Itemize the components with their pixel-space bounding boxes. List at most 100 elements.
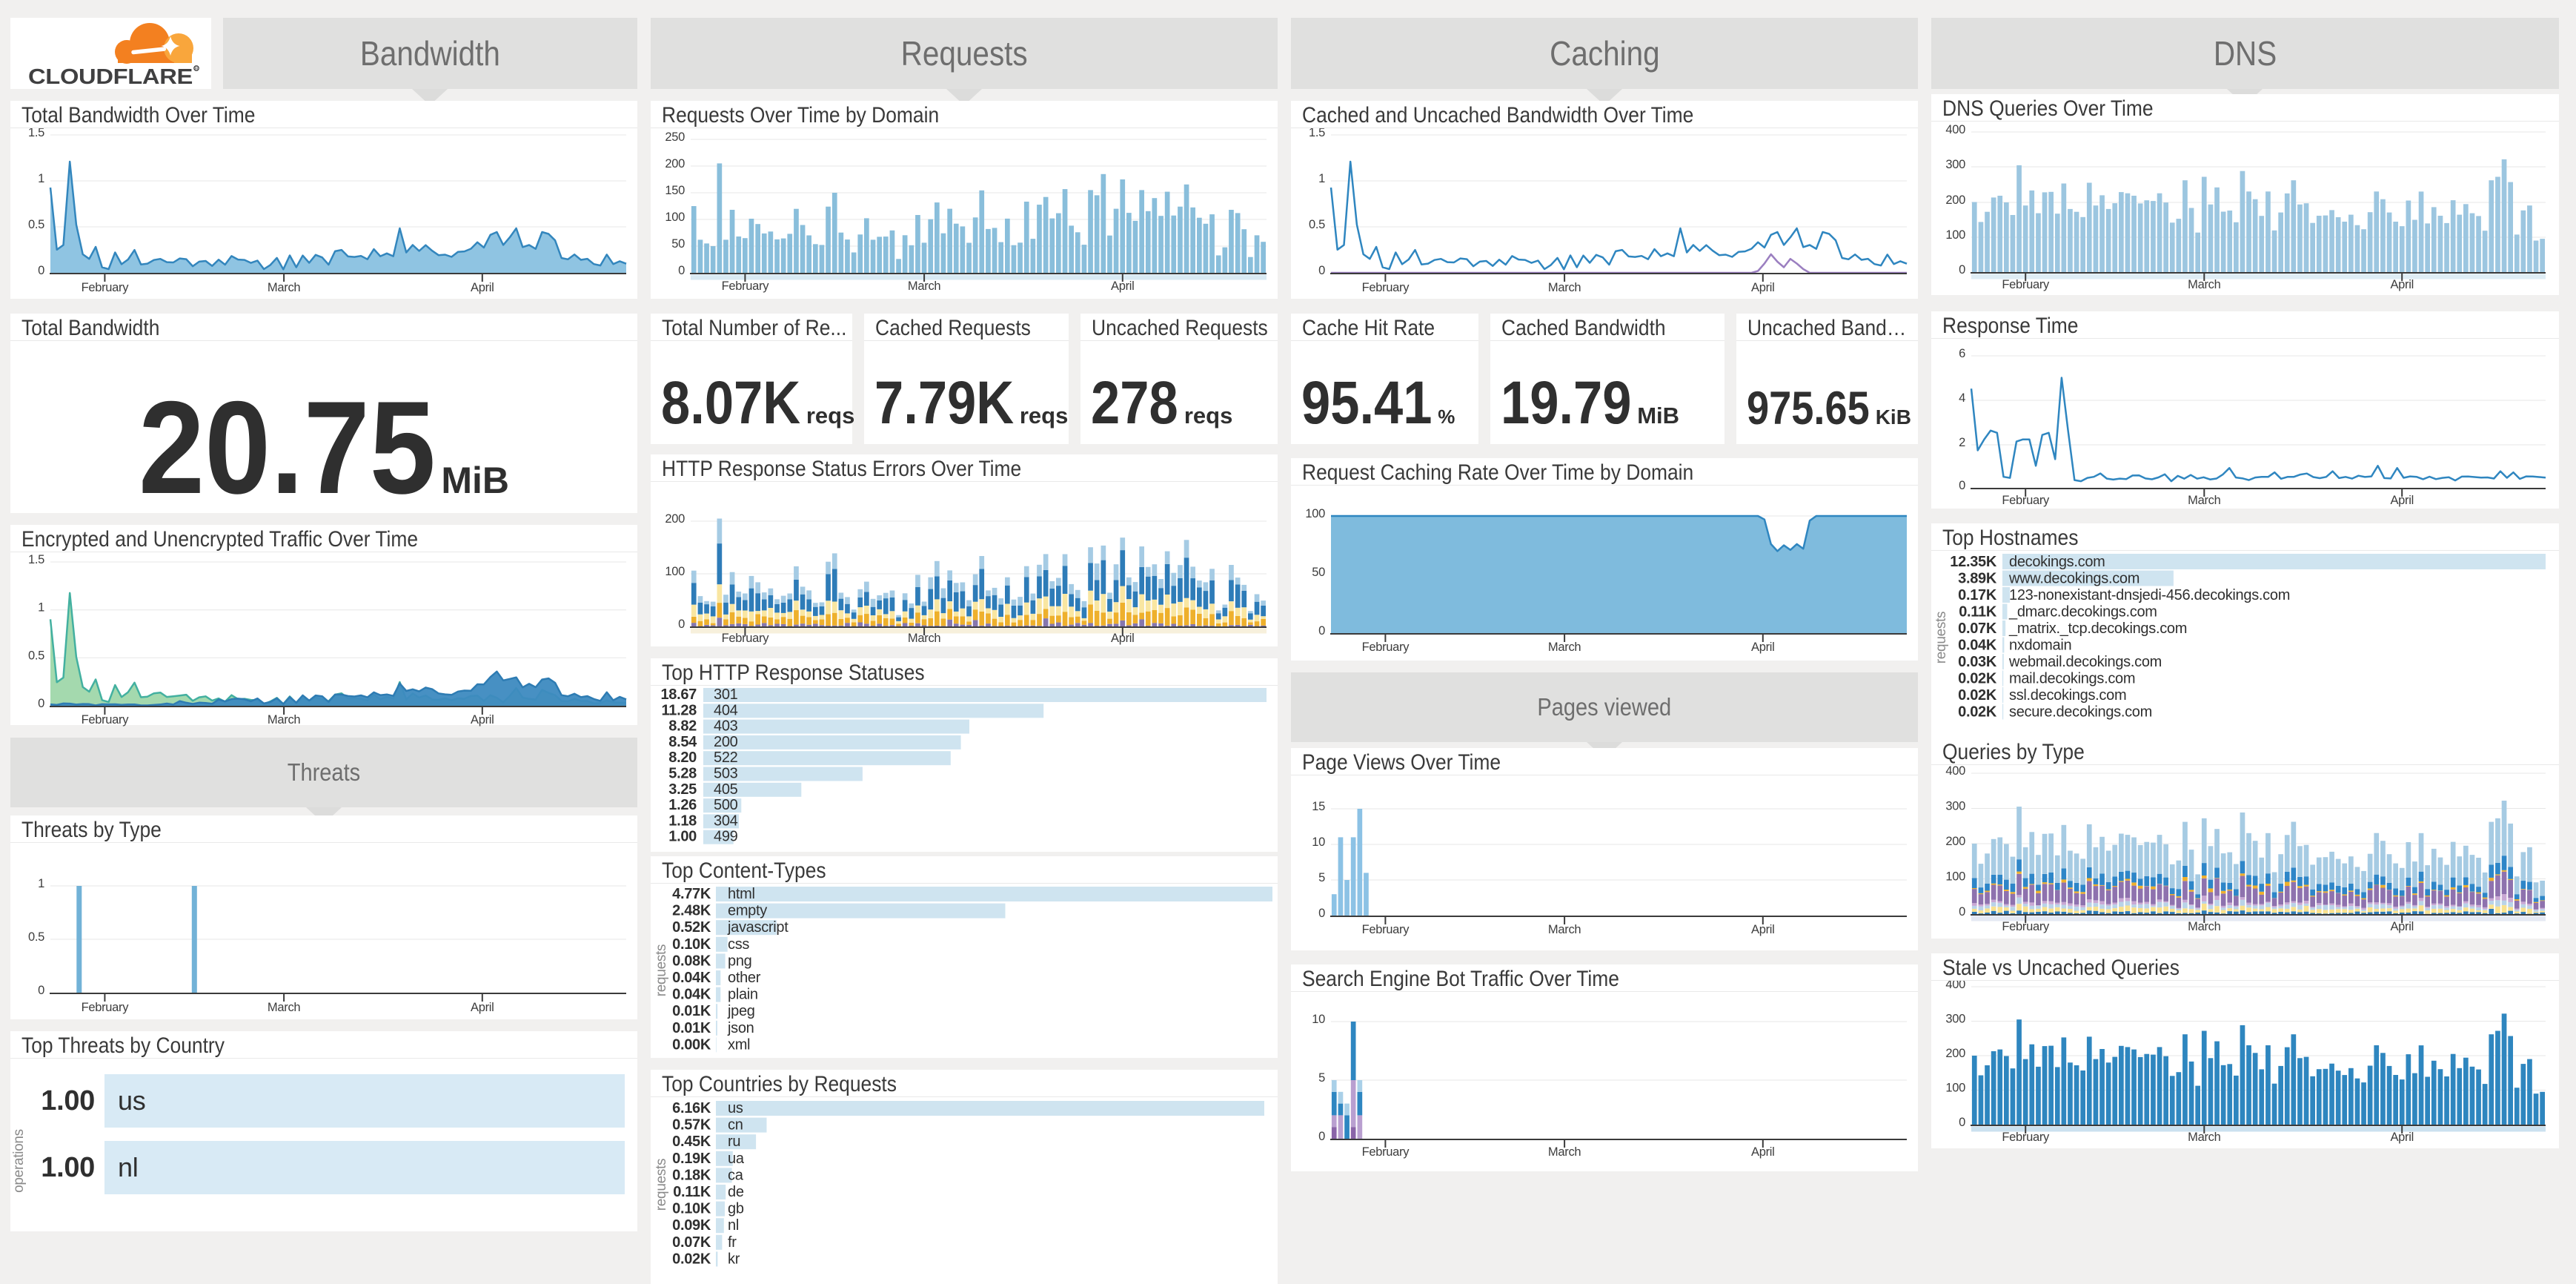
svg-text:other: other — [728, 970, 761, 986]
svg-text:0: 0 — [1318, 907, 1325, 920]
svg-text:0: 0 — [38, 984, 44, 997]
svg-text:15: 15 — [1312, 800, 1325, 813]
svg-text:0: 0 — [1318, 264, 1325, 277]
svg-text:cn: cn — [728, 1117, 743, 1134]
svg-text:2: 2 — [1959, 436, 1965, 449]
svg-text:0.07K: 0.07K — [1958, 621, 1997, 637]
svg-text:json: json — [727, 1020, 754, 1036]
svg-text:February: February — [1362, 923, 1410, 936]
svg-text:0.02K: 0.02K — [1958, 671, 1997, 687]
svg-text:April: April — [2390, 1131, 2414, 1144]
svg-text:February: February — [82, 281, 130, 294]
svg-text:javascript: javascript — [727, 919, 789, 936]
svg-text:fr: fr — [728, 1234, 737, 1251]
svg-text:100: 100 — [1305, 507, 1325, 520]
svg-text:100: 100 — [1945, 1082, 1965, 1095]
svg-text:1.00: 1.00 — [41, 1152, 95, 1183]
svg-text:us: us — [728, 1100, 743, 1116]
svg-text:February: February — [1362, 281, 1410, 294]
svg-text:0: 0 — [678, 618, 685, 631]
svg-text:1.26: 1.26 — [668, 797, 697, 813]
svg-text:300: 300 — [1945, 1013, 1965, 1026]
svg-text:decokings.com: decokings.com — [2009, 554, 2105, 570]
svg-text:April: April — [1751, 1145, 1775, 1159]
svg-text:0: 0 — [1959, 1116, 1965, 1129]
svg-text:8.54: 8.54 — [668, 734, 697, 750]
svg-text:April: April — [1111, 279, 1135, 293]
svg-text:405: 405 — [714, 781, 738, 798]
svg-text:50: 50 — [671, 237, 685, 251]
svg-text:0.02K: 0.02K — [1958, 704, 1997, 721]
svg-text:_dmarc.decokings.com: _dmarc.decokings.com — [2008, 604, 2157, 621]
svg-text:www.decokings.com: www.decokings.com — [2008, 571, 2140, 587]
svg-text:1.00: 1.00 — [41, 1085, 95, 1116]
svg-text:plain: plain — [728, 987, 758, 1003]
svg-text:200: 200 — [714, 734, 738, 750]
svg-text:100: 100 — [1945, 870, 1965, 884]
svg-text:10: 10 — [1312, 835, 1325, 849]
svg-text:0.19K: 0.19K — [672, 1151, 711, 1167]
svg-text:400: 400 — [1945, 765, 1965, 778]
svg-text:ua: ua — [728, 1151, 745, 1167]
svg-text:0.08K: 0.08K — [672, 953, 711, 969]
svg-text:_matrix._tcp.decokings.com: _matrix._tcp.decokings.com — [2008, 621, 2187, 637]
svg-text:150: 150 — [665, 184, 685, 197]
svg-text:200: 200 — [665, 512, 685, 526]
svg-text:1: 1 — [38, 172, 44, 185]
svg-text:CLOUDFLARE: CLOUDFLARE — [28, 65, 193, 89]
svg-text:4: 4 — [1959, 391, 1965, 405]
svg-text:0: 0 — [1959, 263, 1965, 277]
svg-text:March: March — [268, 713, 300, 727]
svg-text:February: February — [2002, 278, 2050, 291]
svg-text:3.89K: 3.89K — [1958, 571, 1997, 587]
svg-text:503: 503 — [714, 766, 738, 782]
svg-text:0: 0 — [1318, 1130, 1325, 1143]
svg-text:requests: requests — [654, 1159, 669, 1211]
svg-text:1.18: 1.18 — [668, 813, 697, 829]
svg-text:0.04K: 0.04K — [1958, 638, 1997, 654]
svg-text:xml: xml — [728, 1036, 750, 1053]
svg-text:April: April — [1751, 281, 1775, 294]
svg-text:requests: requests — [654, 944, 669, 996]
svg-text:12.35K: 12.35K — [1950, 554, 1997, 570]
svg-text:200: 200 — [665, 157, 685, 171]
svg-text:1.5: 1.5 — [28, 553, 44, 566]
svg-text:100: 100 — [665, 211, 685, 224]
svg-text:February: February — [2002, 1131, 2050, 1144]
svg-text:February: February — [1362, 641, 1410, 654]
svg-text:301: 301 — [714, 686, 738, 703]
svg-text:0.07K: 0.07K — [672, 1234, 711, 1251]
svg-text:11.28: 11.28 — [662, 702, 697, 718]
svg-text:February: February — [82, 1001, 130, 1014]
svg-text:nl: nl — [728, 1217, 739, 1234]
svg-text:1.00: 1.00 — [668, 829, 697, 845]
svg-text:0.00K: 0.00K — [672, 1036, 711, 1053]
svg-text:html: html — [728, 886, 755, 902]
svg-text:mail.decokings.com: mail.decokings.com — [2009, 671, 2135, 687]
svg-text:200: 200 — [1945, 835, 1965, 848]
svg-text:522: 522 — [714, 749, 738, 766]
svg-text:April: April — [2390, 920, 2414, 933]
svg-text:1: 1 — [38, 877, 44, 890]
svg-text:0.52K: 0.52K — [672, 919, 711, 936]
svg-text:6.16K: 6.16K — [672, 1100, 711, 1116]
svg-text:nl: nl — [118, 1152, 138, 1182]
svg-text:0.01K: 0.01K — [672, 1020, 711, 1036]
svg-text:ssl.decokings.com: ssl.decokings.com — [2009, 687, 2126, 704]
svg-text:1.5: 1.5 — [1309, 128, 1325, 139]
svg-text:webmail.decokings.com: webmail.decokings.com — [2008, 654, 2162, 670]
svg-text:empty: empty — [728, 903, 767, 919]
svg-text:0.5: 0.5 — [28, 930, 44, 944]
svg-text:us: us — [118, 1085, 145, 1116]
svg-text:requests: requests — [1933, 612, 1949, 663]
svg-text:nxdomain: nxdomain — [2009, 638, 2071, 654]
svg-text:March: March — [2188, 1131, 2220, 1144]
svg-text:200: 200 — [1945, 1047, 1965, 1060]
svg-text:0.04K: 0.04K — [672, 987, 711, 1003]
svg-text:March: March — [1548, 281, 1581, 294]
svg-text:0.5: 0.5 — [1309, 218, 1325, 231]
svg-text:0: 0 — [38, 264, 44, 277]
svg-text:1: 1 — [38, 601, 44, 615]
svg-text:April: April — [1751, 641, 1775, 654]
svg-text:400: 400 — [1945, 981, 1965, 991]
